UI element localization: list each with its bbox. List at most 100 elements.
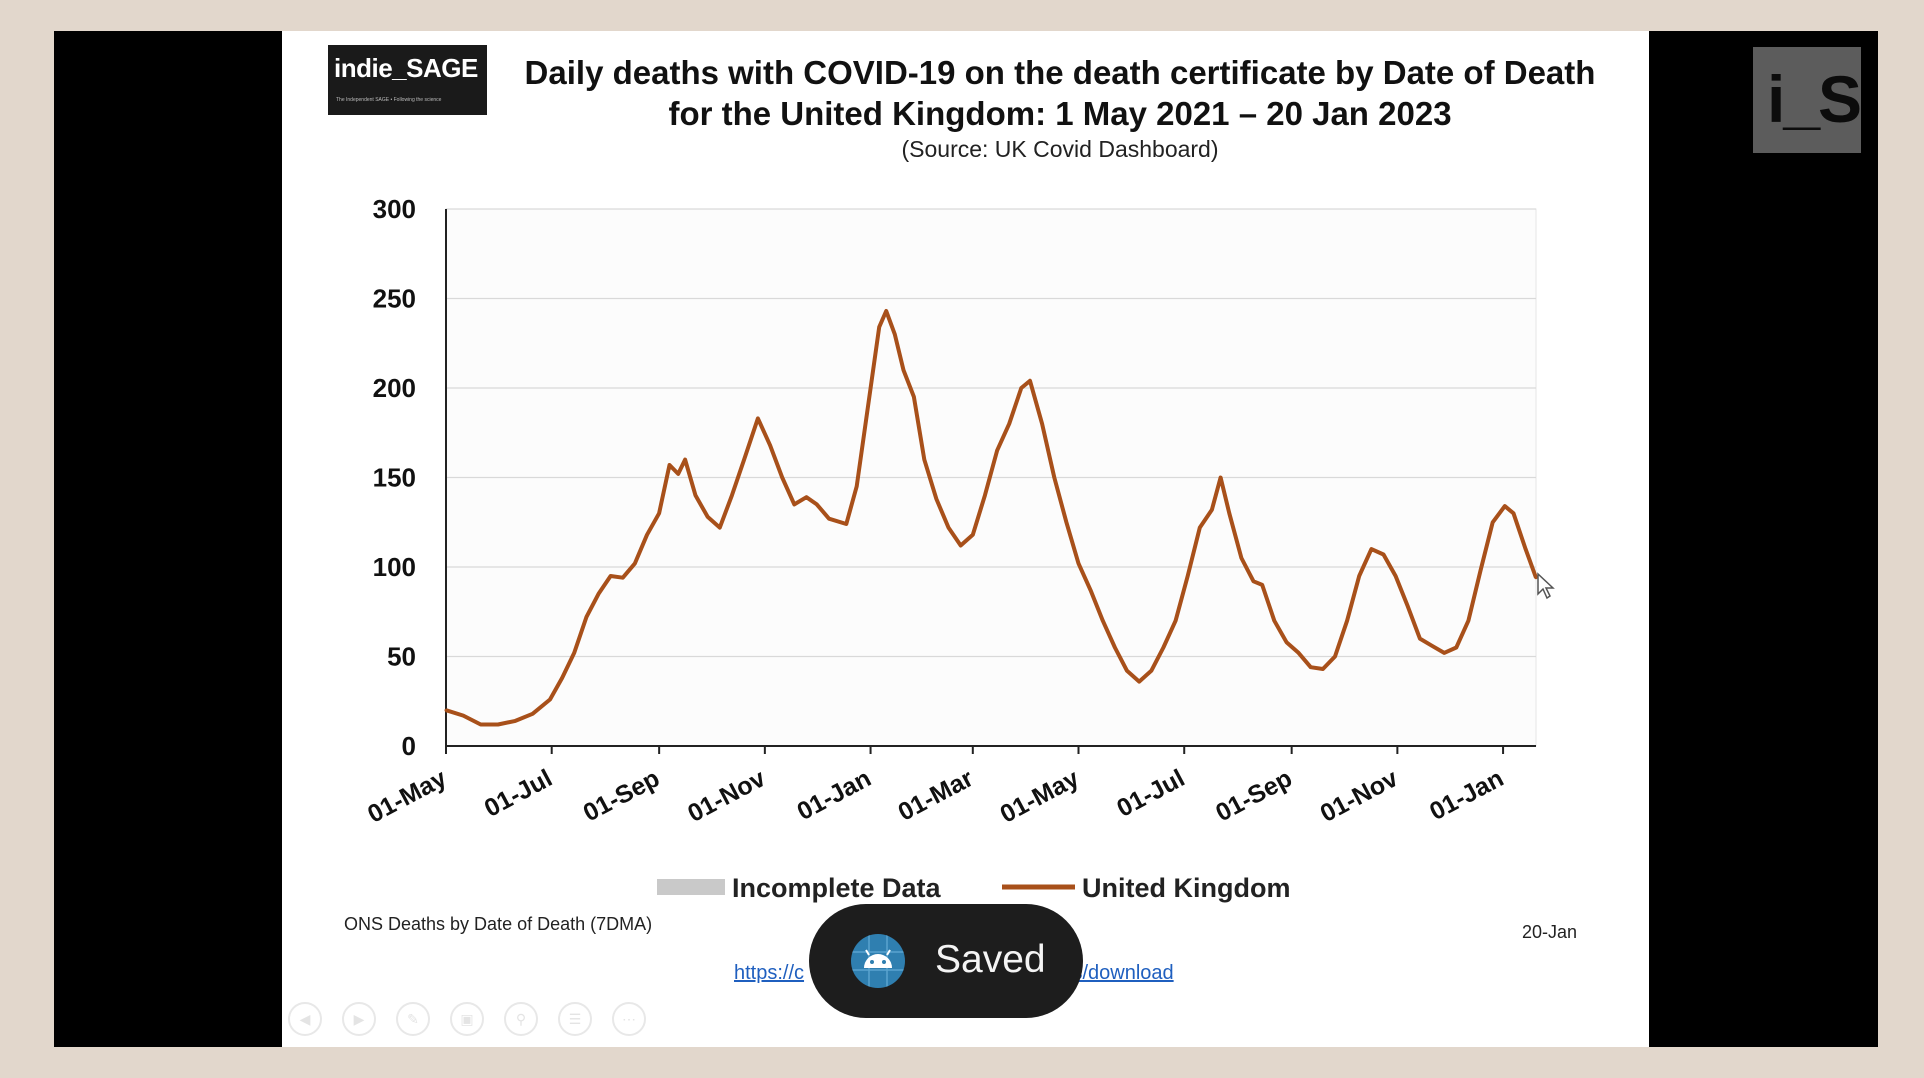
data-point [1503, 504, 1507, 508]
data-point [768, 443, 772, 447]
data-point [1137, 680, 1141, 684]
logo-subtext: The Independent SAGE • Following the sci… [336, 97, 442, 103]
data-point [548, 697, 552, 701]
data-point [922, 458, 926, 462]
x-tick-label: 01-May [996, 764, 1084, 829]
data-point [804, 495, 808, 499]
data-point [683, 458, 687, 462]
data-point [1252, 579, 1256, 583]
data-point [513, 719, 517, 723]
x-tick-label: 01-Nov [683, 764, 770, 828]
data-point [1239, 556, 1243, 560]
data-point [1198, 526, 1202, 530]
next-icon[interactable]: ▶ [342, 1002, 376, 1036]
data-point [1052, 476, 1056, 479]
data-point [1345, 619, 1349, 623]
data-point [584, 615, 588, 619]
corner-logo-text: i_S [1767, 62, 1862, 136]
data-point [1007, 422, 1011, 426]
data-point [1125, 669, 1129, 673]
data-point [869, 386, 873, 390]
data-point [1357, 574, 1361, 578]
data-point [1394, 574, 1398, 578]
data-point [1019, 386, 1023, 390]
data-point [1227, 511, 1231, 515]
y-tick-label: 250 [373, 284, 416, 314]
data-point [912, 395, 916, 399]
slides-icon[interactable]: ▣ [450, 1002, 484, 1036]
data-point [844, 522, 848, 526]
x-tick-label: 01-Jul [1112, 764, 1189, 823]
android-icon [851, 934, 905, 988]
data-point [633, 561, 637, 565]
data-point [1534, 576, 1538, 580]
data-point [877, 325, 881, 329]
data-point [706, 515, 710, 519]
data-point [893, 332, 897, 336]
download-link-end[interactable]: is/download [1068, 962, 1174, 984]
logo-text: indie_SAGE [334, 53, 478, 83]
data-point [1524, 547, 1528, 551]
y-tick-label: 200 [373, 373, 416, 403]
data-point [780, 476, 784, 479]
data-point [1210, 508, 1214, 512]
data-point [657, 511, 661, 515]
data-point [1321, 667, 1325, 671]
y-tick-label: 300 [373, 194, 416, 224]
data-point [1369, 547, 1373, 551]
data-point [971, 533, 975, 537]
data-point [1297, 651, 1301, 655]
data-point [959, 544, 963, 548]
data-point [1466, 619, 1470, 623]
data-point [827, 517, 831, 521]
data-point [1064, 520, 1068, 524]
data-point [730, 493, 734, 497]
data-point [901, 368, 905, 372]
data-point [596, 592, 600, 596]
data-point [756, 416, 760, 420]
download-link-start[interactable]: https://c [734, 962, 805, 984]
data-point [1284, 640, 1288, 644]
united-kingdom-series-line [445, 309, 1538, 727]
data-point [496, 723, 500, 727]
mouse-cursor-icon [1537, 572, 1555, 600]
legend-label-uk: United Kingdom [1082, 873, 1290, 903]
y-tick-label: 50 [387, 642, 416, 672]
data-point [1040, 422, 1044, 426]
data-point [645, 533, 649, 537]
data-point [1174, 619, 1178, 623]
data-point [1382, 552, 1386, 556]
data-point [1418, 637, 1422, 641]
x-tick-label: 01-Jul [480, 764, 557, 823]
y-tick-label: 150 [373, 463, 416, 493]
data-point [1406, 604, 1410, 608]
x-tick-label: 01-May [363, 764, 451, 829]
data-point [1101, 619, 1105, 623]
data-point [676, 472, 680, 476]
data-point [1491, 520, 1495, 524]
x-tick-label: 01-Sep [579, 764, 665, 827]
prev-icon[interactable]: ◀ [288, 1002, 322, 1036]
x-tick-label: 01-Jan [793, 764, 876, 826]
data-point [1442, 651, 1446, 655]
data-point [934, 497, 938, 501]
y-tick-label: 100 [373, 552, 416, 582]
data-point [668, 463, 672, 467]
data-point [995, 449, 999, 453]
slide-title-line-1: Daily deaths with COVID-19 on the death … [524, 54, 1596, 91]
data-point [531, 712, 535, 716]
data-point [572, 651, 576, 655]
data-point [1309, 665, 1313, 669]
more-icon[interactable]: ⋯ [612, 1002, 646, 1036]
footer-note: ONS Deaths by Date of Death (7DMA) [344, 914, 653, 934]
x-tick-label: 01-Mar [894, 764, 979, 827]
data-point [983, 493, 987, 497]
data-point [1454, 646, 1458, 650]
data-point [718, 526, 722, 530]
pen-icon[interactable]: ✎ [396, 1002, 430, 1036]
menu-icon[interactable]: ☰ [558, 1002, 592, 1036]
zoom-icon[interactable]: ⚲ [504, 1002, 538, 1036]
data-point [792, 502, 796, 506]
data-point [1272, 619, 1276, 623]
